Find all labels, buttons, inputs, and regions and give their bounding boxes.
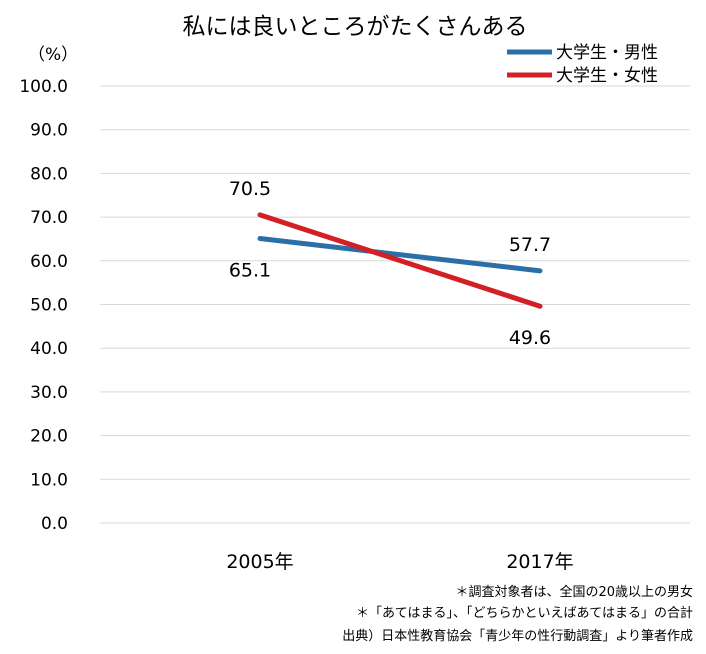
series-lines: [257, 212, 543, 309]
y-axis-unit: （%）: [28, 45, 78, 65]
x-tick-label: 2017年: [506, 551, 573, 573]
note-survey-target: ＊調査対象者は、全国の20歳以上の男女: [455, 584, 693, 600]
data-label: 65.1: [229, 260, 271, 282]
note-aggregation: ＊「あてはまる」、「どちらかといえばあてはまる」の合計: [356, 605, 693, 621]
y-tick-label: 70.0: [30, 208, 68, 228]
x-tick-label: 2005年: [226, 551, 293, 573]
y-tick-label: 90.0: [30, 121, 68, 141]
y-tick-label: 80.0: [30, 164, 68, 184]
legend-label: 大学生・女性: [556, 66, 658, 86]
y-tick-label: 0.0: [41, 514, 68, 534]
y-tick-label: 40.0: [30, 339, 68, 359]
chart-title: 私には良いところがたくさんある: [183, 14, 528, 40]
y-tick-label: 100.0: [19, 77, 68, 97]
y-tick-label: 10.0: [30, 470, 68, 490]
data-label: 49.6: [509, 327, 551, 349]
y-tick-label: 20.0: [30, 427, 68, 447]
data-label: 57.7: [509, 234, 551, 256]
y-tick-labels: 0.0 10.0 20.0 30.0 40.0 50.0 60.0 70.0 80.0 90.0 1…: [19, 77, 68, 534]
gridlines: [100, 85, 690, 524]
source-note: 出典）日本性教育協会「青少年の性行動調査」より筆者作成: [342, 628, 693, 644]
data-labels: 65.1 57.7 70.5 49.6: [229, 178, 551, 349]
series-line-1: [257, 236, 543, 274]
y-tick-label: 50.0: [30, 296, 68, 316]
series-line-2: [257, 212, 543, 309]
data-label: 70.5: [229, 178, 271, 200]
y-tick-label: 30.0: [30, 383, 68, 403]
x-tick-labels: 2005年 2017年: [226, 551, 573, 573]
legend-label: 大学生・男性: [556, 43, 658, 63]
y-tick-label: 60.0: [30, 252, 68, 272]
